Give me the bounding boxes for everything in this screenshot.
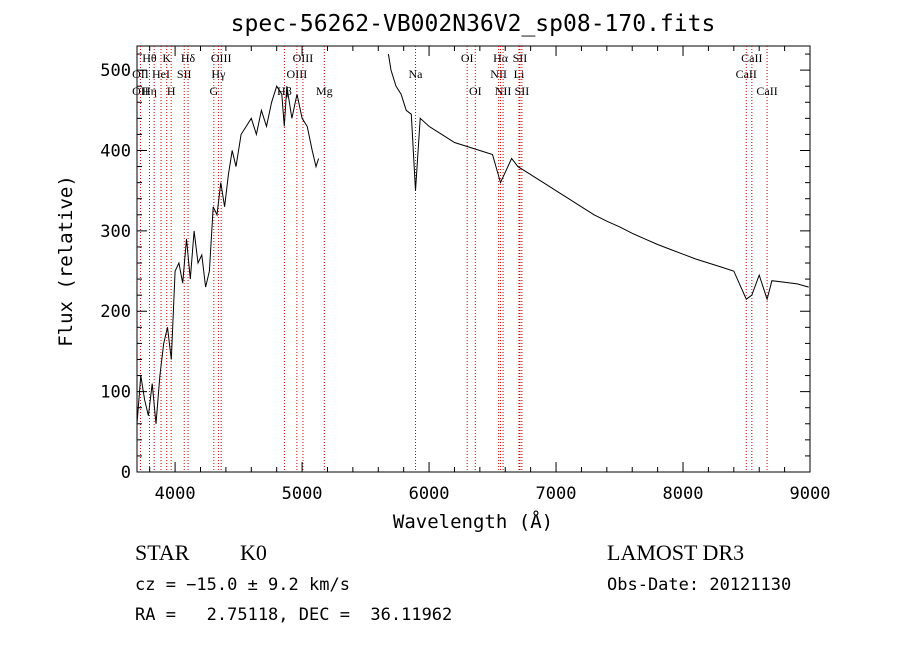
x-tick-label: 5000 xyxy=(282,484,323,504)
x-tick-label: 6000 xyxy=(409,484,450,504)
object-class: STAR xyxy=(135,540,190,565)
chart-title: spec-56262-VB002N36V2_sp08-170.fits xyxy=(231,11,716,37)
line-label: SII xyxy=(177,67,192,81)
line-label: CaII xyxy=(756,84,777,98)
y-tick-label: 200 xyxy=(100,302,131,322)
line-label: Hθ xyxy=(142,51,157,65)
line-label: HeI xyxy=(152,67,170,81)
y-axis-ticks: 0 100 200 300 400 500 xyxy=(100,53,810,483)
y-tick-label: 500 xyxy=(100,61,131,81)
line-label: SII xyxy=(513,51,528,65)
line-label: NII xyxy=(490,67,507,81)
line-label: OII xyxy=(132,67,149,81)
line-label: K xyxy=(162,51,171,65)
line-label: OII xyxy=(132,84,149,98)
line-label: SII xyxy=(515,84,530,98)
line-label: H xyxy=(167,84,176,98)
line-label: CaII xyxy=(741,51,762,65)
x-tick-label: 7000 xyxy=(536,484,577,504)
x-axis-label: Wavelength (Å) xyxy=(393,510,553,533)
line-label: Na xyxy=(408,67,423,81)
line-label: Hα xyxy=(493,51,509,65)
line-label: Hδ xyxy=(181,51,196,65)
x-axis-ticks: 4000 5000 6000 7000 8000 9000 xyxy=(149,46,831,504)
obs-date: Obs-Date: 20121130 xyxy=(607,575,791,595)
line-label: NII xyxy=(495,84,512,98)
coordinates-text: RA = 2.75118, DEC = 36.11962 xyxy=(135,605,452,625)
line-label: OI xyxy=(469,84,482,98)
y-tick-label: 400 xyxy=(100,141,131,161)
flux-series-line xyxy=(136,53,809,424)
line-label: Hγ xyxy=(211,67,226,81)
line-label: OI xyxy=(461,51,474,65)
line-label: OIII xyxy=(287,67,308,81)
line-label: OIII xyxy=(211,51,232,65)
line-label: Li xyxy=(514,67,525,81)
y-tick-label: 0 xyxy=(121,463,131,483)
line-label: CaII xyxy=(736,67,757,81)
line-label: G xyxy=(209,84,218,98)
x-tick-label: 4000 xyxy=(155,484,196,504)
line-label: OIII xyxy=(293,51,314,65)
y-axis-label: Flux (relative) xyxy=(55,175,77,347)
x-tick-label: 8000 xyxy=(663,484,704,504)
redshift-text: cz = −15.0 ± 9.2 km/s xyxy=(135,575,350,595)
line-label: Hη xyxy=(142,84,157,98)
object-subclass: K0 xyxy=(240,540,267,565)
survey-name: LAMOST DR3 xyxy=(607,540,744,565)
plot-frame xyxy=(136,45,811,473)
line-markers: OIIOIIHθHηHeIKHSIIHδGHγOIIIHβOIIIOIIIMgN… xyxy=(132,46,778,472)
line-label: Mg xyxy=(316,84,333,98)
y-tick-label: 100 xyxy=(100,383,131,403)
x-tick-label: 9000 xyxy=(790,484,831,504)
plot-area: OIIOIIHθHηHeIKHSIIHδGHγOIIIHβOIIIOIIIMgN… xyxy=(100,45,831,504)
y-tick-label: 300 xyxy=(100,222,131,242)
